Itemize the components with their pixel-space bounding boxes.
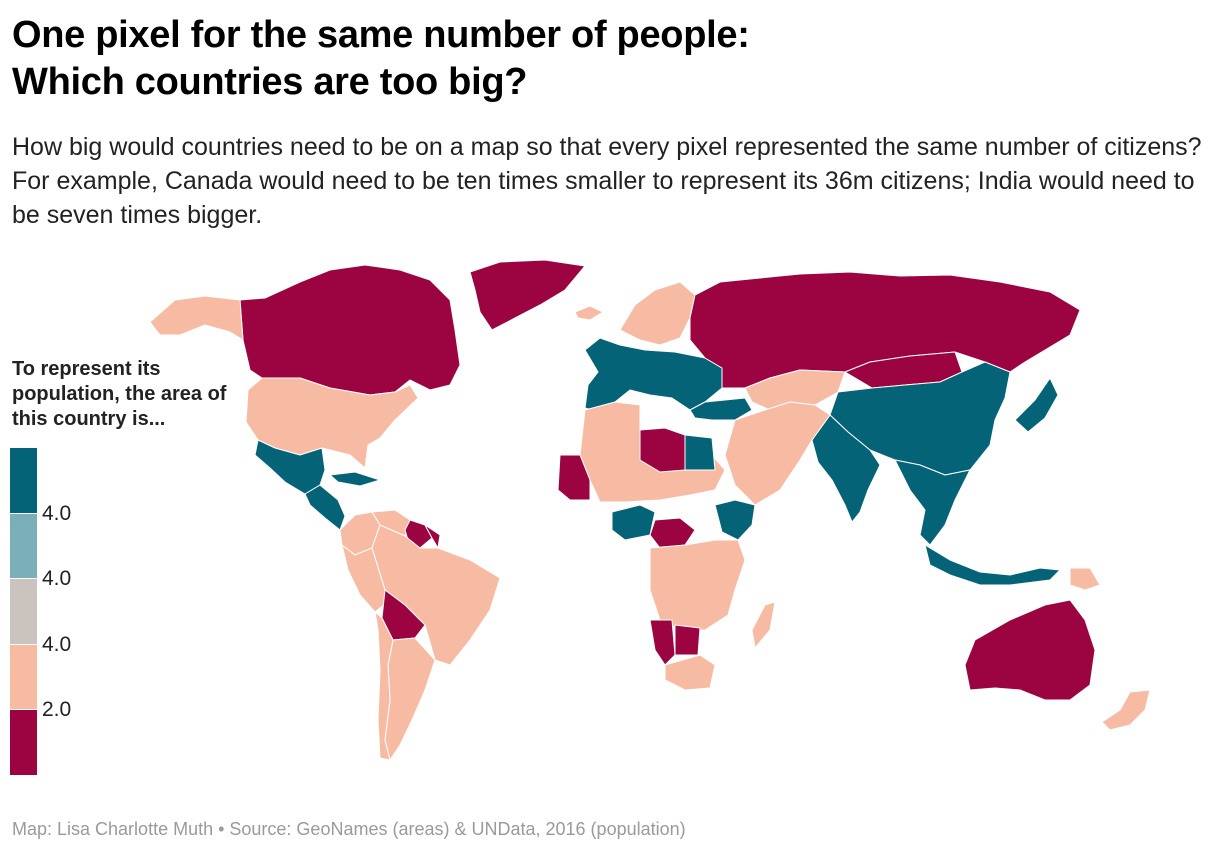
legend-tick-4: 2.0 bbox=[42, 698, 72, 722]
country-chile bbox=[374, 611, 394, 761]
country-japan bbox=[1014, 377, 1059, 433]
country-indonesia bbox=[924, 544, 1061, 586]
country-turkey bbox=[689, 397, 753, 421]
country-ethiopia bbox=[714, 499, 756, 541]
legend-tick-3: 4.0 bbox=[42, 632, 72, 656]
country-cuba bbox=[329, 471, 381, 487]
legend-tick-2: 4.0 bbox=[42, 567, 72, 591]
country-madagascar bbox=[751, 601, 776, 649]
legend-title: To represent its population, the area of… bbox=[12, 358, 227, 430]
legend-swatch-5 bbox=[10, 710, 37, 776]
chart-subtitle: How big would countries need to be on a … bbox=[12, 133, 1202, 229]
country-mauritania bbox=[557, 454, 591, 501]
country-argentina bbox=[384, 637, 436, 761]
country-egypt bbox=[684, 434, 716, 471]
country-papua-new-guinea bbox=[1069, 567, 1101, 591]
country-central-african-republic bbox=[649, 517, 696, 549]
world-map-svg bbox=[149, 259, 1151, 761]
country-greenland bbox=[469, 259, 586, 331]
country-central-america bbox=[304, 484, 346, 531]
country-south-africa bbox=[664, 654, 716, 691]
country-canada bbox=[239, 264, 461, 396]
country-kazakhstan bbox=[744, 369, 846, 411]
country-middle-east bbox=[724, 401, 831, 506]
country-southeast-asia bbox=[894, 459, 971, 546]
country-namibia bbox=[649, 619, 676, 666]
country-alaska bbox=[149, 295, 244, 341]
country-new-zealand bbox=[1101, 689, 1151, 731]
chart-title: One pixel for the same number of people:… bbox=[12, 12, 1112, 106]
legend-swatch-1 bbox=[10, 448, 37, 514]
legend-swatch-4 bbox=[10, 644, 37, 711]
title-line-2: Which countries are too big? bbox=[12, 61, 528, 103]
country-central-africa bbox=[649, 539, 746, 631]
world-map bbox=[140, 255, 1215, 775]
country-iceland bbox=[574, 305, 604, 321]
country-nigeria bbox=[611, 504, 656, 541]
country-india bbox=[811, 414, 881, 523]
country-botswana bbox=[674, 624, 701, 656]
source-credit: Map: Lisa Charlotte Muth • Source: GeoNa… bbox=[12, 819, 686, 839]
legend-swatch-3 bbox=[10, 579, 37, 645]
title-line-1: One pixel for the same number of people: bbox=[12, 14, 750, 56]
country-australia bbox=[964, 599, 1096, 701]
legend-color-scale bbox=[10, 448, 37, 776]
country-scandinavia bbox=[619, 281, 696, 346]
legend-swatch-2 bbox=[10, 513, 37, 580]
legend-tick-1: 4.0 bbox=[42, 501, 72, 525]
